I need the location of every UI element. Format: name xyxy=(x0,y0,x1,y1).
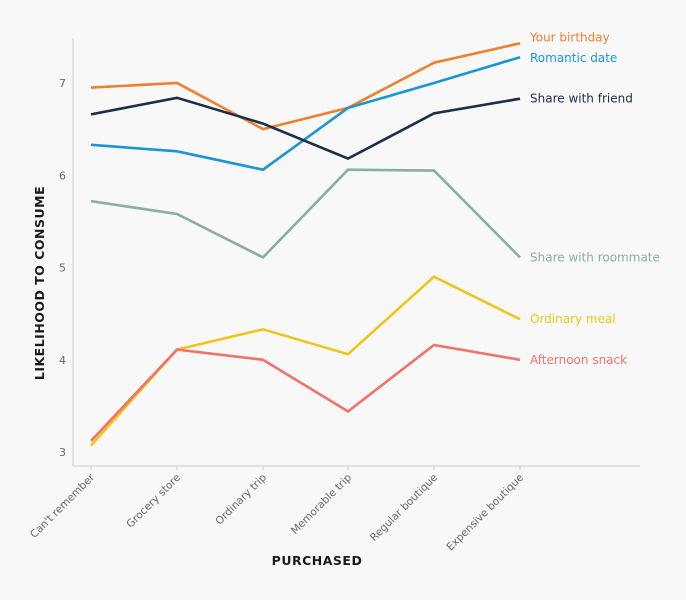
y-axis-title: LIKELIHOOD TO CONSUME xyxy=(32,186,47,380)
series-line-afternoon-snack xyxy=(90,343,521,442)
x-tick-label: Ordinary trip xyxy=(213,471,269,527)
y-tick-label: 5 xyxy=(59,262,66,275)
x-tick-label: Regular boutique xyxy=(368,472,440,544)
x-tick-label: Can't remember xyxy=(28,471,98,541)
y-tick-label: 3 xyxy=(59,446,66,459)
series-label: Share with roommate xyxy=(530,250,660,264)
series-label: Share with friend xyxy=(530,92,633,106)
axes xyxy=(72,38,640,467)
y-tick-label: 4 xyxy=(59,354,66,367)
series-labels: Your birthday Romantic date Share with fri… xyxy=(529,30,660,366)
x-ticks: Can't remember Grocery store Ordinary trip… xyxy=(28,466,526,553)
series-label: Your birthday xyxy=(529,30,610,44)
series-label: Romantic date xyxy=(530,51,617,65)
x-tick-label: Grocery store xyxy=(124,472,183,531)
series-label: Ordinary meal xyxy=(530,312,616,326)
x-axis-title: PURCHASED xyxy=(272,553,363,568)
series-line-ordinary-meal xyxy=(90,275,521,447)
y-ticks: 3 4 5 6 7 xyxy=(59,77,66,459)
y-tick-label: 7 xyxy=(59,77,66,90)
series-line-romantic-date xyxy=(90,55,521,172)
x-tick-label: Memorable trip xyxy=(289,471,355,537)
series-line-share-with-roommate xyxy=(90,168,521,259)
series-label: Afternoon snack xyxy=(530,353,627,367)
series-lines xyxy=(90,42,521,447)
y-tick-label: 6 xyxy=(59,169,66,182)
x-tick-label: Expensive boutique xyxy=(444,472,526,554)
series-line-your-birthday xyxy=(90,42,521,131)
series-line-share-with-friend xyxy=(90,96,521,161)
